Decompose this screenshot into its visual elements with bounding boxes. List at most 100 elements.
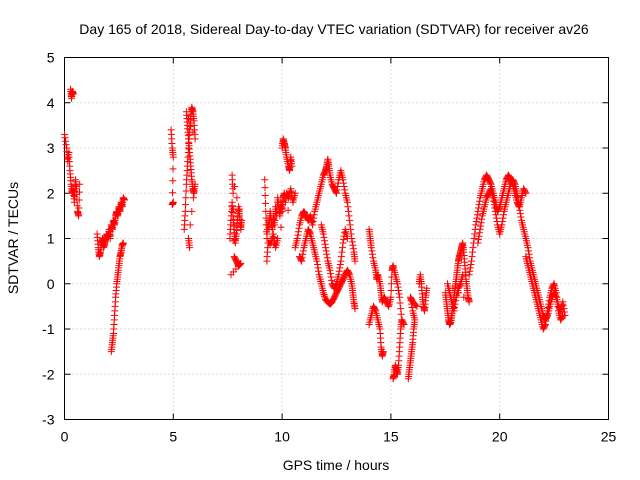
data-point bbox=[321, 292, 328, 300]
data-point bbox=[238, 216, 246, 224]
data-point bbox=[306, 213, 314, 221]
data-point bbox=[398, 316, 406, 324]
data-point bbox=[544, 304, 552, 311]
chart-title: Day 165 of 2018, Sidereal Day-to-day VTE… bbox=[79, 21, 589, 37]
data-point bbox=[423, 284, 431, 292]
data-point bbox=[467, 257, 475, 265]
data-point bbox=[186, 221, 194, 229]
data-point bbox=[169, 165, 177, 173]
data-point bbox=[75, 212, 83, 220]
data-point bbox=[472, 218, 480, 225]
data-point bbox=[298, 254, 306, 262]
data-point bbox=[322, 244, 330, 252]
y-tick-label: 1 bbox=[47, 231, 55, 247]
data-point bbox=[517, 213, 525, 221]
data-point bbox=[340, 183, 348, 190]
data-point bbox=[333, 186, 341, 194]
y-tick-label: -2 bbox=[42, 366, 55, 382]
data-point bbox=[270, 233, 278, 241]
data-point bbox=[396, 299, 404, 307]
data-point bbox=[339, 176, 347, 184]
data-point bbox=[76, 180, 84, 188]
data-point bbox=[287, 188, 295, 196]
data-point bbox=[465, 298, 473, 306]
data-point bbox=[336, 261, 344, 268]
data-point bbox=[229, 189, 237, 197]
data-point bbox=[230, 221, 238, 229]
data-point bbox=[344, 203, 352, 211]
data-point bbox=[474, 239, 482, 247]
data-point bbox=[459, 271, 467, 279]
data-point bbox=[323, 250, 331, 258]
data-point bbox=[75, 196, 83, 204]
data-point bbox=[299, 247, 307, 255]
data-point bbox=[120, 196, 128, 204]
data-point bbox=[321, 237, 328, 245]
data-point bbox=[553, 293, 561, 301]
data-point bbox=[395, 287, 402, 294]
data-point bbox=[75, 204, 83, 212]
data-point bbox=[491, 207, 499, 215]
data-point bbox=[397, 310, 405, 318]
x-tick-label: 15 bbox=[383, 429, 399, 445]
data-point bbox=[466, 264, 474, 272]
data-point bbox=[345, 270, 353, 278]
y-tick-label: 0 bbox=[47, 276, 55, 292]
data-point bbox=[169, 189, 176, 197]
data-point bbox=[293, 235, 301, 242]
data-point bbox=[367, 244, 375, 252]
data-point bbox=[315, 267, 322, 275]
data-point bbox=[465, 271, 473, 279]
data-point bbox=[169, 153, 177, 161]
data-point bbox=[492, 214, 500, 222]
data-point bbox=[500, 211, 507, 219]
data-point bbox=[412, 301, 420, 309]
x-tick-label: 20 bbox=[492, 429, 508, 445]
data-point bbox=[469, 244, 477, 252]
y-tick-label: -3 bbox=[42, 412, 55, 428]
y-tick-label: 3 bbox=[47, 140, 55, 156]
data-point bbox=[191, 135, 199, 143]
series-sdtvar bbox=[61, 85, 569, 383]
data-point bbox=[284, 206, 292, 214]
data-point bbox=[371, 306, 379, 314]
data-point bbox=[261, 176, 269, 184]
data-point bbox=[516, 206, 524, 214]
y-tick-label: 2 bbox=[47, 185, 55, 201]
x-tick-labels: 0 5 10 15 20 25 bbox=[61, 429, 617, 445]
data-point bbox=[227, 271, 235, 279]
data-point bbox=[393, 280, 401, 288]
data-point bbox=[76, 188, 83, 196]
data-point bbox=[119, 239, 127, 247]
data-point bbox=[343, 235, 351, 242]
data-point bbox=[230, 237, 238, 245]
data-point bbox=[379, 348, 387, 356]
x-tick-label: 5 bbox=[169, 429, 177, 445]
data-point bbox=[478, 215, 486, 223]
data-point bbox=[62, 141, 70, 149]
data-point bbox=[387, 293, 395, 301]
data-point bbox=[451, 304, 458, 311]
data-point bbox=[169, 177, 177, 185]
data-point bbox=[189, 194, 197, 202]
data-point bbox=[261, 184, 269, 192]
data-point bbox=[327, 270, 334, 278]
x-tick-label: 0 bbox=[61, 429, 69, 445]
data-point bbox=[409, 307, 417, 315]
data-point bbox=[476, 225, 484, 233]
data-point bbox=[387, 287, 395, 294]
y-tick-labels: -3 -2 -1 0 1 2 3 4 5 bbox=[42, 50, 55, 428]
y-tick-label: 4 bbox=[47, 95, 55, 111]
data-point bbox=[498, 218, 506, 225]
data-point bbox=[319, 230, 327, 238]
data-point bbox=[235, 205, 243, 213]
data-point bbox=[191, 180, 199, 188]
data-point bbox=[169, 198, 177, 206]
data-point bbox=[522, 189, 530, 197]
data-point bbox=[470, 235, 478, 242]
data-point bbox=[61, 134, 69, 142]
data-point bbox=[513, 189, 521, 197]
data-point bbox=[182, 194, 190, 202]
data-point bbox=[475, 232, 483, 240]
